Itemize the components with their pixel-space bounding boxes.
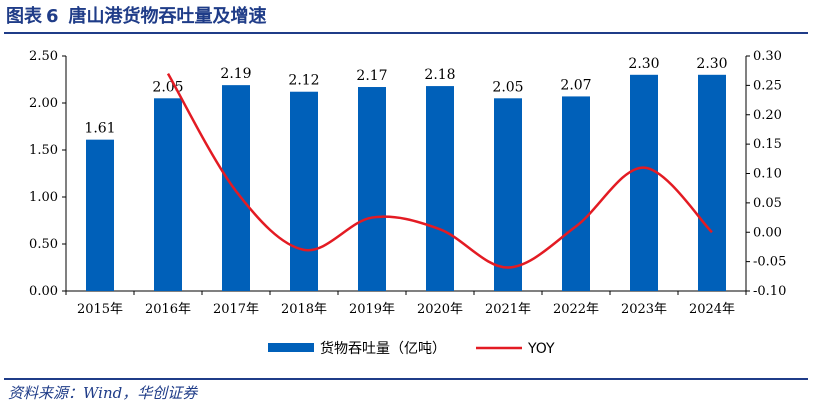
x-tick-label: 2016年: [145, 302, 191, 317]
bar-data-label: 1.61: [84, 121, 115, 137]
y-left-tick-label: 1.50: [29, 143, 58, 158]
yoy-line: [166, 72, 713, 269]
bar-data-label: 2.05: [152, 79, 183, 95]
bar: [562, 96, 590, 291]
figure-label: 图表: [6, 6, 42, 27]
source-note: 资料来源：Wind，华创证券: [8, 384, 198, 402]
figure-title-text: 唐山港货物吞吐量及增速: [68, 6, 267, 27]
y-right-tick-label: 0.15: [753, 137, 782, 152]
chart: 0.00 0.50 1.00 1.50 2.00 2.50 -0.10 -0.05 0.00 0.…: [29, 49, 786, 357]
y-right-tick-label: 0.05: [753, 196, 782, 211]
bar: [494, 98, 522, 291]
bar: [358, 87, 386, 291]
bar: [222, 85, 250, 291]
y-right-tick-label: -0.05: [753, 255, 786, 270]
x-tick-label: 2017年: [213, 302, 259, 317]
figure-number: 6: [46, 6, 59, 27]
y-left-tick-label: 0.00: [29, 284, 58, 299]
bar: [630, 74, 658, 291]
y-left-tick-label: 0.50: [29, 237, 58, 252]
bar-data-label: 2.12: [288, 73, 319, 89]
y-right-tick-label: 0.00: [753, 225, 782, 240]
y-left-tick-label: 1.00: [29, 190, 58, 205]
source-rule: [4, 378, 808, 380]
y-right-tick-label: 0.20: [753, 108, 782, 123]
y-left-tick-label: 2.00: [29, 96, 58, 111]
y-right-tick-label: 0.10: [753, 167, 782, 182]
x-tick-label: 2023年: [621, 302, 667, 317]
bar: [154, 98, 182, 291]
bar-data-label: 2.19: [220, 66, 251, 82]
x-tick-label: 2018年: [281, 302, 327, 317]
legend-bar-swatch: [268, 343, 314, 352]
bar: [290, 91, 318, 291]
y-left-tick-label: 2.50: [29, 49, 58, 64]
figure-title: 图表 6 唐山港货物吞吐量及增速: [6, 4, 267, 30]
x-tick-label: 2015年: [77, 302, 123, 317]
x-tick-label: 2021年: [485, 302, 531, 317]
bar: [426, 86, 454, 291]
y-right-tick-label: -0.10: [753, 284, 786, 299]
bar-data-label: 2.18: [424, 67, 455, 83]
legend-line-label: YOY: [527, 341, 555, 357]
x-tick-label: 2019年: [349, 302, 395, 317]
bar-data-label: 2.17: [356, 68, 387, 84]
bar: [86, 139, 114, 291]
title-rule: [4, 32, 808, 34]
x-tick-label: 2020年: [417, 302, 463, 317]
bar-data-label: 2.30: [696, 56, 727, 72]
bar-data-label: 2.30: [628, 56, 659, 72]
y-right-tick-label: 0.30: [753, 49, 782, 64]
x-tick-label: 2024年: [689, 302, 735, 317]
x-tick-label: 2022年: [553, 302, 599, 317]
y-right-tick-label: 0.25: [753, 78, 782, 93]
bar: [698, 74, 726, 291]
bar-data-label: 2.05: [492, 79, 523, 95]
legend-bar-label: 货物吞吐量（亿吨）: [320, 340, 446, 357]
bar-data-label: 2.07: [560, 77, 591, 93]
